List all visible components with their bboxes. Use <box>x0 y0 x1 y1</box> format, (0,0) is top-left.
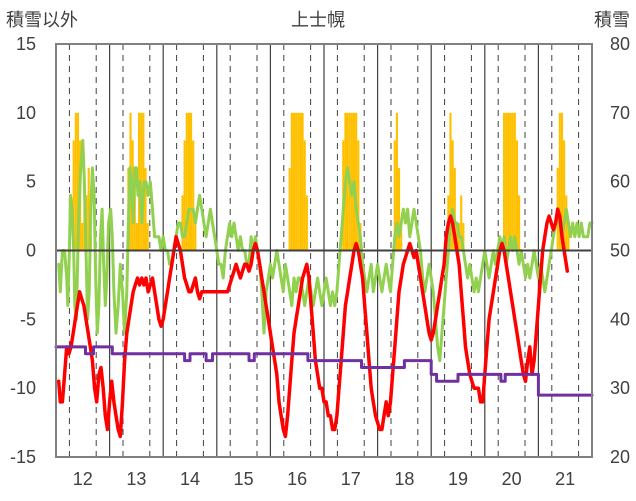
snowfall-bar <box>183 140 186 251</box>
snowfall-bar <box>503 112 506 251</box>
snowfall-bar <box>146 222 149 251</box>
snowfall-bar <box>185 112 188 251</box>
snowfall-bar <box>72 140 75 251</box>
snowfall-bar <box>453 167 456 251</box>
purple-series-line <box>54 345 594 397</box>
snowfall-bar <box>299 112 302 251</box>
right-y-tick-label: 40 <box>610 309 630 329</box>
right-y-tick-label: 60 <box>610 172 630 192</box>
snowfall-bar <box>355 112 358 251</box>
snowfall-bar <box>393 140 396 251</box>
red-series-line <box>56 207 570 439</box>
snowfall-bar <box>181 195 184 251</box>
snowfall-bar <box>455 222 458 251</box>
right-y-tick-label: 30 <box>610 378 630 398</box>
snowfall-bar <box>460 195 463 251</box>
left-y-tick-label: 0 <box>26 241 36 261</box>
snowfall-bar <box>451 140 454 251</box>
snowfall-bar <box>187 112 190 251</box>
left-y-tick-label: 5 <box>26 172 36 192</box>
snowfall-bar <box>76 112 80 251</box>
snowfall-bar <box>560 112 564 251</box>
line-series <box>54 138 594 439</box>
snowfall-bar <box>346 112 349 251</box>
snowfall-bar <box>190 112 193 251</box>
snowfall-bar <box>567 222 570 251</box>
right-y-tick-label: 80 <box>610 34 630 54</box>
x-tick-label: 15 <box>234 469 254 489</box>
snowfall-bar <box>297 112 300 251</box>
plot-frame <box>55 43 593 458</box>
snowfall-bar <box>194 222 197 251</box>
left-y-tick-label: -15 <box>10 447 36 467</box>
snowfall-bar <box>509 112 512 251</box>
snowfall-bar <box>511 112 514 251</box>
chart-title: 上士幌 <box>291 10 345 31</box>
x-tick-label: 20 <box>502 469 522 489</box>
snowfall-bar <box>87 167 90 251</box>
x-tick-label: 16 <box>287 469 307 489</box>
x-tick-label: 14 <box>180 469 200 489</box>
snowfall-bar <box>292 112 296 251</box>
x-tick-label: 12 <box>73 469 93 489</box>
snowfall-bar <box>565 195 568 251</box>
snowfall-bar <box>144 167 147 251</box>
snowfall-bar <box>140 112 143 251</box>
snowfall-bar <box>357 140 360 251</box>
right-y-tick-label: 70 <box>610 103 630 123</box>
snowfall-bar <box>518 195 521 251</box>
left-axis-label: 積雪以外 <box>6 10 78 31</box>
snowfall-bar <box>301 112 304 251</box>
snowfall-bar <box>305 195 308 251</box>
snowfall-bar <box>303 140 306 251</box>
snowfall-bar <box>81 222 84 251</box>
right-axis-label: 積雪 <box>594 10 630 31</box>
snowfall-bar <box>397 167 401 251</box>
snowfall-bar <box>563 140 566 251</box>
right-y-tick-label: 20 <box>610 447 630 467</box>
snowfall-bar <box>74 112 77 251</box>
snowfall-bar <box>135 222 139 251</box>
snowfall-bar <box>192 140 195 251</box>
left-y-tick-label: 10 <box>16 103 36 123</box>
snowfall-bar <box>515 140 519 251</box>
left-y-tick-label: -10 <box>10 378 36 398</box>
snowfall-bar <box>449 112 452 251</box>
axes <box>55 43 593 458</box>
snowfall-bar <box>507 112 510 251</box>
x-tick-label: 21 <box>555 469 575 489</box>
snowfall-bar <box>290 112 293 251</box>
snowfall-bar <box>295 112 298 251</box>
snowfall-bar <box>400 222 403 251</box>
snowfall-bar <box>462 222 465 251</box>
x-tick-label: 19 <box>448 469 468 489</box>
snowfall-bar <box>505 112 508 251</box>
snowfall-bar <box>558 112 561 251</box>
snowfall-bar <box>513 112 516 251</box>
x-tick-label: 13 <box>126 469 146 489</box>
x-tick-label: 17 <box>341 469 361 489</box>
right-y-tick-label: 50 <box>610 241 630 261</box>
left-y-tick-label: -5 <box>20 309 36 329</box>
snowfall-bar <box>350 112 353 251</box>
green-series-line <box>57 138 594 363</box>
left-y-tick-label: 15 <box>16 34 36 54</box>
x-tick-label: 18 <box>394 469 414 489</box>
snowfall-bar <box>395 112 398 251</box>
snowfall-bar <box>288 167 291 251</box>
